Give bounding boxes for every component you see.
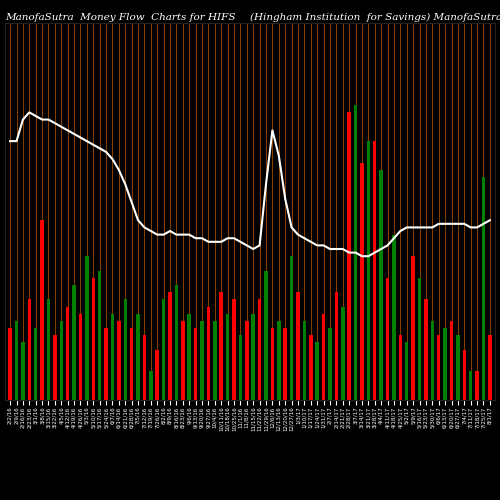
- Bar: [15, 321, 18, 400]
- Bar: [309, 336, 312, 400]
- Bar: [213, 321, 216, 400]
- Bar: [21, 342, 24, 400]
- Bar: [46, 300, 50, 400]
- Bar: [181, 321, 184, 400]
- Bar: [469, 371, 472, 400]
- Text: (Hingham Institution  for Savings) ManofaSutra.com: (Hingham Institution for Savings) Manofa…: [250, 12, 500, 22]
- Bar: [72, 285, 76, 400]
- Bar: [206, 306, 210, 400]
- Bar: [258, 300, 262, 400]
- Bar: [168, 292, 172, 400]
- Bar: [322, 314, 326, 400]
- Bar: [418, 278, 422, 400]
- Bar: [360, 162, 364, 400]
- Bar: [226, 314, 230, 400]
- Bar: [28, 300, 31, 400]
- Bar: [136, 314, 140, 400]
- Bar: [284, 328, 287, 400]
- Bar: [450, 321, 454, 400]
- Bar: [85, 256, 88, 400]
- Bar: [53, 336, 56, 400]
- Bar: [252, 314, 255, 400]
- Bar: [8, 328, 12, 400]
- Bar: [334, 292, 338, 400]
- Bar: [156, 350, 159, 400]
- Bar: [296, 292, 300, 400]
- Bar: [302, 321, 306, 400]
- Bar: [78, 314, 82, 400]
- Bar: [412, 256, 415, 400]
- Bar: [488, 336, 492, 400]
- Bar: [174, 285, 178, 400]
- Bar: [444, 328, 447, 400]
- Bar: [194, 328, 198, 400]
- Bar: [373, 141, 376, 400]
- Bar: [366, 141, 370, 400]
- Bar: [110, 314, 114, 400]
- Bar: [238, 336, 242, 400]
- Bar: [34, 328, 37, 400]
- Bar: [117, 321, 120, 400]
- Bar: [142, 336, 146, 400]
- Bar: [380, 170, 383, 400]
- Bar: [398, 336, 402, 400]
- Bar: [328, 328, 332, 400]
- Bar: [405, 342, 408, 400]
- Bar: [92, 278, 95, 400]
- Bar: [354, 105, 358, 400]
- Bar: [232, 300, 236, 400]
- Bar: [188, 314, 191, 400]
- Bar: [162, 300, 166, 400]
- Bar: [66, 306, 70, 400]
- Bar: [149, 371, 152, 400]
- Bar: [124, 300, 127, 400]
- Bar: [290, 256, 294, 400]
- Bar: [270, 328, 274, 400]
- Bar: [476, 371, 479, 400]
- Text: ManofaSutra  Money Flow  Charts for HIFS: ManofaSutra Money Flow Charts for HIFS: [5, 12, 235, 22]
- Bar: [482, 177, 485, 400]
- Bar: [40, 220, 44, 400]
- Bar: [462, 350, 466, 400]
- Bar: [430, 321, 434, 400]
- Bar: [277, 321, 280, 400]
- Bar: [130, 328, 134, 400]
- Bar: [60, 321, 63, 400]
- Bar: [348, 112, 351, 400]
- Bar: [386, 278, 390, 400]
- Bar: [220, 292, 223, 400]
- Bar: [392, 234, 396, 400]
- Bar: [264, 270, 268, 400]
- Bar: [104, 328, 108, 400]
- Bar: [98, 270, 102, 400]
- Bar: [245, 321, 248, 400]
- Bar: [456, 336, 460, 400]
- Bar: [424, 300, 428, 400]
- Bar: [437, 336, 440, 400]
- Bar: [341, 306, 344, 400]
- Bar: [316, 342, 319, 400]
- Bar: [200, 321, 204, 400]
